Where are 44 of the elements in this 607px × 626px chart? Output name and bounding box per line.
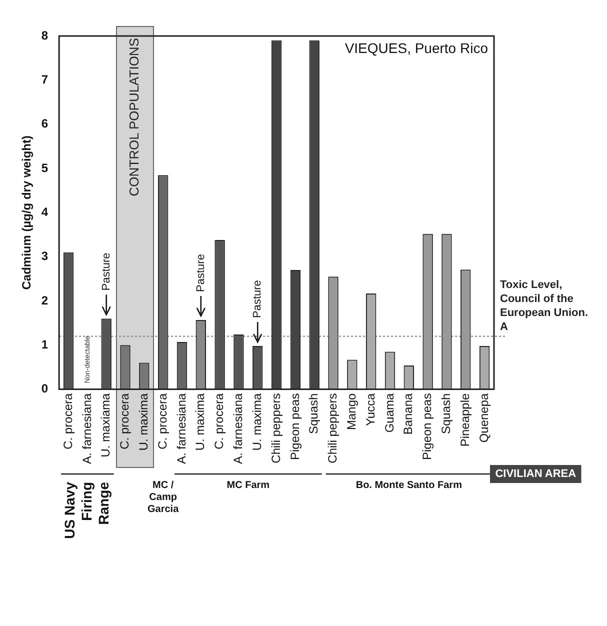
x-tick-label: U. maxiama: [98, 392, 113, 458]
x-tick-label: Banana: [401, 392, 416, 435]
y-tick-label: 2: [41, 293, 48, 308]
y-tick-label: 6: [41, 116, 48, 131]
text: US Navy Firing Range: [61, 482, 112, 539]
y-tick-label: 0: [41, 382, 48, 396]
y-tick-label: 3: [41, 249, 48, 264]
ref-line-label: Toxic Level, Council of the European Union. A: [500, 278, 588, 333]
y-tick-label: 5: [41, 160, 48, 175]
x-tick-label: Mango: [344, 392, 358, 430]
x-tick-label: U. maxima: [250, 392, 264, 451]
x-tick-label: Quenepa: [476, 392, 491, 443]
text: MC / Camp Garcia: [148, 480, 180, 515]
text: Bo. Monte Santo Farm: [356, 480, 462, 491]
x-tick-label: C. procera: [60, 392, 75, 450]
x-tick-label: Yucca: [363, 392, 378, 426]
y-tick-label: 8: [41, 28, 48, 42]
text: MC Farm: [226, 480, 270, 491]
y-tick-label: 4: [41, 204, 48, 219]
x-tick-label: C. procera: [155, 392, 170, 450]
annotation: Pasture: [252, 280, 264, 318]
x-tick-label: A. farnesiana: [174, 392, 188, 464]
x-tick-label: U. maxima: [136, 392, 150, 451]
y-tick-label: 7: [41, 72, 48, 86]
y-tick-label: 1: [41, 337, 48, 352]
x-tick-label: Squash: [439, 393, 454, 434]
x-tick-label: Squash: [306, 393, 321, 434]
x-tick-label: A. farnesiana: [231, 392, 246, 464]
x-tick-label: Chili peppers: [326, 393, 340, 464]
text: CIVILIAN AREA: [495, 468, 576, 480]
annotation: CONTROL POPULATIONS: [126, 38, 142, 196]
x-tick-label: Pigeon peas: [420, 393, 434, 460]
x-tick-label: Pineapple: [458, 392, 472, 447]
annotation: Pasture: [194, 254, 207, 292]
x-tick-label: Pigeon peas: [288, 393, 302, 460]
x-tick-label: C. procera: [212, 392, 226, 450]
x-tick-label: Chili peppers: [268, 393, 283, 464]
chart-title: VIEQUES, Puerto Rico: [344, 40, 488, 56]
x-tick-label: U. maxima: [193, 392, 208, 451]
y-axis-title: Cadmium (µg/g dry weight): [20, 136, 34, 290]
x-tick-label: A. farnesiana: [80, 392, 94, 464]
annotation: Pasture: [100, 252, 112, 291]
x-tick-label: Guama: [382, 392, 396, 433]
x-tick-label: C. procera: [118, 392, 132, 450]
